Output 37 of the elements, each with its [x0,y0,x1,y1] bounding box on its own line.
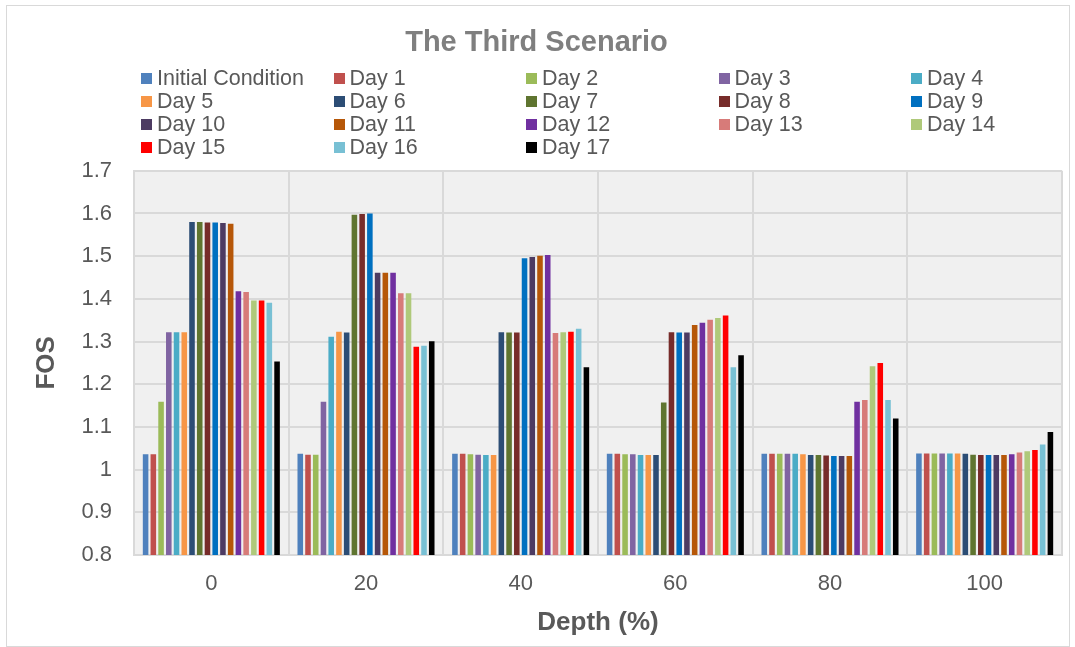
y-tick-label: 1.7 [81,156,112,182]
legend-label: Day 4 [927,66,984,91]
legend-label: Day 14 [927,112,996,137]
y-tick-label: 0.9 [81,498,112,524]
x-tick-label: 40 [508,570,533,596]
legend-label: Day 8 [734,89,791,114]
x-axis-title: Depth (%) [537,605,659,636]
legend-label: Day 9 [927,89,984,114]
legend-label: Day 15 [157,135,226,160]
legend-label: Day 1 [349,66,406,91]
y-tick-label: 1.3 [81,327,112,353]
y-tick-label: 0.8 [81,541,112,567]
y-tick-label: 1 [99,455,112,481]
legend-label: Day 17 [542,135,611,160]
legend-label: Day 16 [349,135,418,160]
legend-label: Day 13 [734,112,803,137]
x-tick-label: 60 [663,570,688,596]
legend-label: Day 11 [349,112,417,137]
y-tick-label: 1.6 [81,199,112,225]
y-tick-label: 1.4 [81,284,112,310]
legend-label: Day 6 [349,89,406,114]
y-tick-label: 1.1 [81,413,112,438]
x-tick-label: 0 [205,570,218,596]
y-axis-title: FOS [29,336,60,390]
legend-label: Day 12 [542,112,611,137]
y-tick-label: 1.5 [81,242,112,268]
legend-label: Day 3 [734,66,791,91]
legend-label: Day 2 [542,66,599,91]
legend-label: Day 10 [157,112,226,137]
legend-label: Day 5 [157,89,214,114]
legend-label: Day 7 [542,89,599,114]
legend-label: Initial Condition [157,66,305,91]
y-tick-label: 1.2 [81,370,112,396]
x-tick-label: 100 [966,570,1004,596]
x-tick-label: 20 [353,570,379,596]
x-tick-label: 80 [817,570,843,596]
chart-title: The Third Scenario [405,25,668,58]
